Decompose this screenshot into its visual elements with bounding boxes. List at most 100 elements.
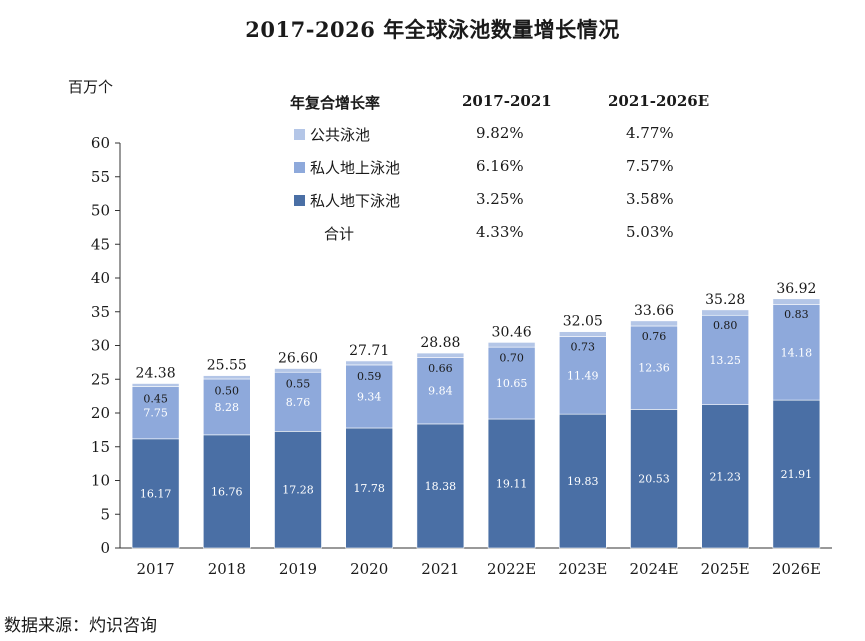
y-tick-label: 25: [91, 370, 110, 388]
bar-value-label: 14.18: [781, 346, 813, 359]
bar-value-label: 13.25: [709, 354, 741, 367]
bar-value-label: 11.49: [567, 369, 599, 382]
x-tick-label: 2025E: [701, 560, 750, 578]
bar-segment-2-2021: [416, 352, 465, 358]
bar-value-label: 16.17: [140, 487, 172, 500]
bar-value-label: 20.53: [638, 473, 670, 486]
y-tick-label: 5: [100, 505, 110, 523]
x-tick-label: 2019: [279, 560, 317, 578]
bar-value-label: 17.28: [282, 484, 314, 497]
x-tick-label: 2026E: [772, 560, 821, 578]
x-tick-label: 2018: [208, 560, 246, 578]
y-tick-label: 55: [91, 168, 110, 186]
bar-segment-0-2023E: [558, 413, 607, 549]
bar-segment-2-2019: [274, 368, 322, 373]
bar-total-label: 33.66: [634, 303, 674, 319]
y-tick-label: 40: [91, 269, 110, 287]
bar-total-label: 28.88: [420, 335, 460, 351]
bar-total-label: 27.71: [349, 343, 389, 359]
bar-segment-1-2024E: [630, 325, 678, 410]
y-tick-label: 10: [91, 472, 110, 490]
bar-value-label: 10.65: [496, 377, 528, 390]
bar-value-label: 21.91: [781, 468, 813, 481]
bar-segment-2-2018: [203, 375, 251, 380]
legend-swatch-in-ground: [294, 195, 305, 206]
bar-value-label: 18.38: [425, 480, 457, 493]
bar-segment-1-2019: [274, 371, 322, 432]
bar-value-label: 19.11: [496, 478, 528, 491]
bar-value-label: 17.78: [353, 482, 385, 495]
x-tick-label: 2024E: [629, 560, 678, 578]
bar-total-label: 32.05: [563, 314, 603, 330]
y-tick-label: 35: [91, 303, 110, 321]
y-tick-label: 15: [91, 438, 110, 456]
bar-value-label: 0.80: [713, 319, 738, 332]
legend-above-ground-cagr-2021-2026: 7.57%: [626, 157, 674, 175]
bar-value-label: 0.55: [286, 378, 311, 391]
bar-total-label: 36.92: [776, 281, 816, 297]
legend-total-cagr-2017-2021: 4.33%: [476, 223, 524, 241]
bar-segment-0-2020: [345, 427, 394, 549]
bar-segment-0-2021: [416, 423, 465, 549]
bar-total-label: 26.60: [278, 350, 318, 366]
x-tick-label: 2020: [350, 560, 388, 578]
legend-header-period-2: 2021-2026E: [608, 92, 710, 110]
bar-total-label: 30.46: [492, 324, 532, 340]
legend-in-ground-cagr-2021-2026: 3.58%: [626, 190, 674, 208]
bar-value-label: 0.70: [499, 351, 524, 364]
legend-in-ground-cagr-2017-2021: 3.25%: [476, 190, 524, 208]
bar-value-label: 9.34: [357, 390, 382, 403]
bar-segment-2-2024E: [630, 320, 678, 327]
bar-total-label: 24.38: [136, 365, 176, 381]
x-tick-label: 2022E: [487, 560, 536, 578]
legend-public-cagr-2021-2026: 4.77%: [626, 124, 674, 142]
bar-segment-0-2019: [274, 431, 322, 549]
bar-value-label: 0.59: [357, 370, 382, 383]
bar-segment-0-2025E: [701, 404, 750, 549]
bar-value-label: 19.83: [567, 475, 599, 488]
bar-segment-2-2017: [131, 383, 180, 387]
y-tick-label: 45: [91, 235, 110, 253]
legend-series-in-ground: 私人地下泳池: [310, 192, 401, 210]
source-note: 数据来源：灼识咨询: [4, 616, 157, 636]
bar-value-label: 12.36: [638, 362, 670, 375]
bar-segment-2-2026E: [772, 298, 821, 305]
y-tick-label: 60: [91, 134, 110, 152]
y-tick-label: 50: [91, 202, 110, 220]
bar-segment-1-2020: [345, 364, 394, 429]
bar-segment-2-2023E: [558, 331, 607, 337]
bar-total-label: 25.55: [207, 358, 247, 374]
bar-value-label: 0.73: [571, 341, 596, 354]
bar-value-label: 7.75: [143, 407, 168, 420]
bar-segment-1-2021: [416, 357, 465, 425]
bar-segment-2-2022E: [487, 342, 536, 348]
bar-segment-1-2017: [131, 386, 180, 440]
chart-title: 2017-2026 年全球泳池数量增长情况: [245, 17, 620, 42]
legend-swatch-above-ground: [294, 162, 305, 173]
legend-series-public: 公共泳池: [310, 126, 371, 144]
legend-above-ground-cagr-2017-2021: 6.16%: [476, 157, 524, 175]
bar-total-label: 35.28: [705, 292, 745, 308]
bar-segment-0-2017: [131, 438, 180, 549]
bar-value-label: 0.76: [642, 330, 667, 343]
bar-segment-1-2026E: [772, 304, 821, 401]
legend-total-cagr-2021-2026: 5.03%: [626, 223, 674, 241]
bar-segment-0-2018: [203, 434, 251, 549]
bar-value-label: 9.84: [428, 385, 453, 398]
bar-segment-0-2024E: [630, 409, 678, 549]
y-tick-label: 0: [100, 539, 110, 557]
legend-total-label: 合计: [324, 225, 355, 243]
x-tick-label: 2023E: [558, 560, 607, 578]
bar-value-label: 21.23: [709, 470, 741, 483]
bar-value-label: 0.50: [215, 385, 240, 398]
y-tick-label: 30: [91, 337, 110, 355]
legend-header-period-1: 2017-2021: [462, 92, 552, 110]
legend-header-label: 年复合增长率: [290, 94, 381, 112]
bar-value-label: 0.83: [784, 308, 809, 321]
bar-value-label: 16.76: [211, 485, 243, 498]
bar-value-label: 8.76: [286, 396, 311, 409]
bar-segment-0-2022E: [487, 418, 536, 549]
bar-segment-2-2020: [345, 360, 394, 366]
y-axis-unit-label: 百万个: [68, 78, 114, 96]
bar-segment-2-2025E: [701, 309, 750, 316]
